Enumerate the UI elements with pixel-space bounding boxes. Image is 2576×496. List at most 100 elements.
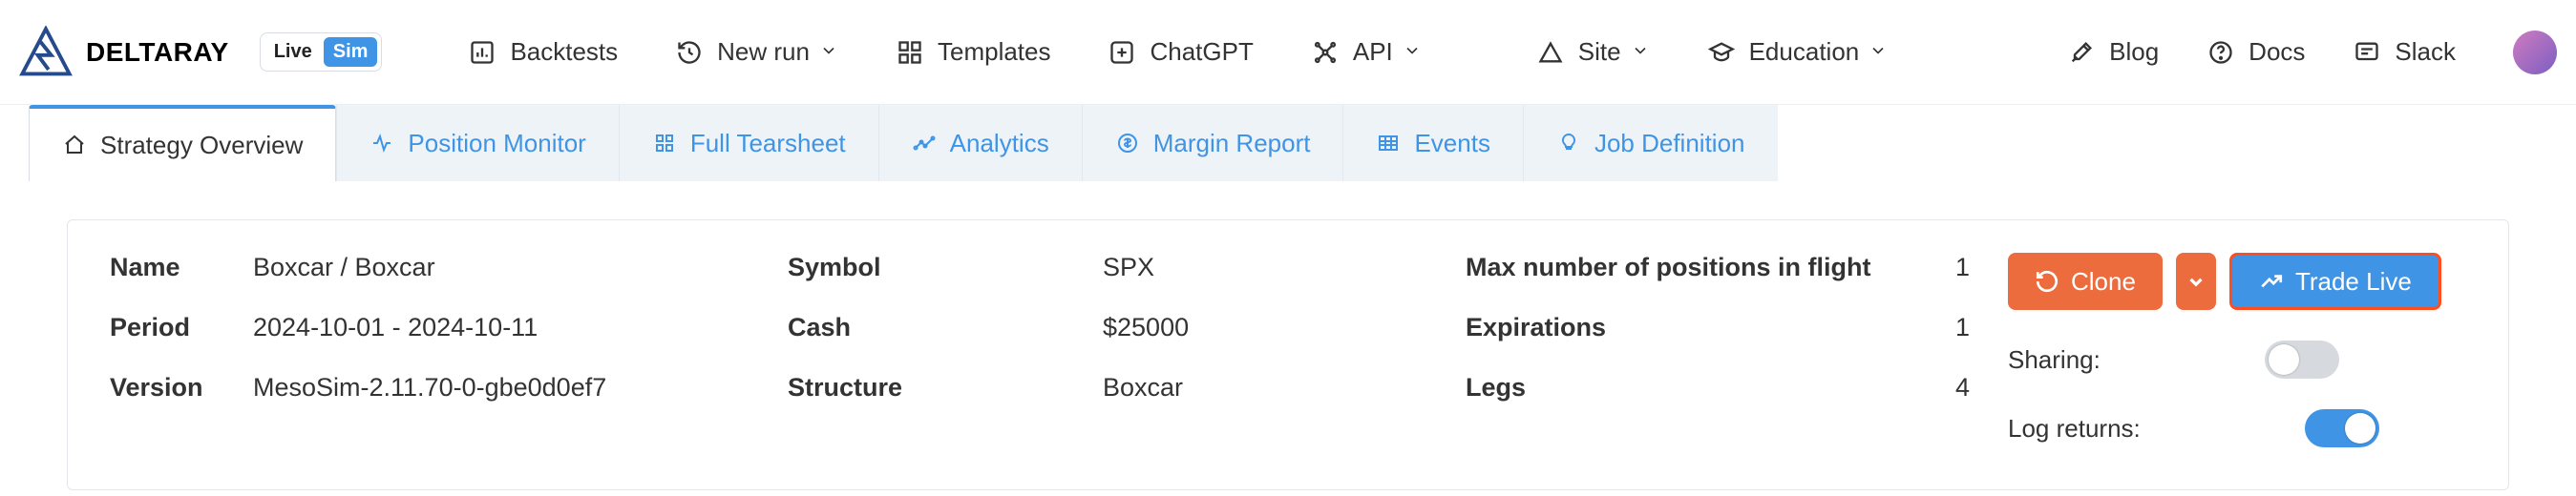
live-sim-toggle[interactable]: Live Sim bbox=[260, 32, 383, 72]
value: 4 bbox=[1912, 373, 1970, 403]
bulb-icon bbox=[1556, 131, 1581, 155]
field-name: Name Boxcar / Boxcar bbox=[110, 253, 750, 282]
clone-button[interactable]: Clone bbox=[2008, 253, 2163, 310]
tab-label: Job Definition bbox=[1594, 129, 1745, 158]
label: Structure bbox=[788, 373, 1103, 403]
label: Name bbox=[110, 253, 253, 282]
history-icon bbox=[675, 38, 704, 67]
label: Cash bbox=[788, 313, 1103, 342]
clone-dropdown-button[interactable] bbox=[2176, 253, 2216, 310]
nav-label: Site bbox=[1578, 37, 1621, 67]
overview-col-3: Max number of positions in flight 1 Expi… bbox=[1466, 253, 1970, 447]
button-label: Trade Live bbox=[2295, 267, 2412, 297]
chevron-down-icon bbox=[1403, 37, 1422, 67]
label: Legs bbox=[1466, 373, 1912, 403]
avatar[interactable] bbox=[2513, 31, 2557, 74]
tab-full-tearsheet[interactable]: Full Tearsheet bbox=[619, 105, 878, 181]
tools-icon bbox=[2067, 38, 2096, 67]
top-nav: DELTARAY Live Sim Backtests New run bbox=[0, 0, 2576, 105]
tab-margin-report[interactable]: Margin Report bbox=[1082, 105, 1343, 181]
nav-label: ChatGPT bbox=[1150, 37, 1253, 67]
tabstrip: Strategy Overview Position Monitor Full … bbox=[0, 105, 2576, 181]
log-returns-toggle[interactable] bbox=[2305, 409, 2379, 447]
bar-chart-icon bbox=[468, 38, 496, 67]
log-returns-row: Log returns: bbox=[2008, 409, 2379, 447]
field-version: Version MesoSim-2.11.70-0-gbe0d0ef7 bbox=[110, 373, 750, 403]
nav-right: Blog Docs Slack bbox=[2067, 31, 2557, 74]
nav-label: Slack bbox=[2395, 37, 2456, 67]
nav-api[interactable]: API bbox=[1311, 37, 1422, 67]
value: $25000 bbox=[1103, 313, 1189, 342]
nav-backtests[interactable]: Backtests bbox=[468, 37, 618, 67]
tab-position-monitor[interactable]: Position Monitor bbox=[336, 105, 618, 181]
grid-small-icon bbox=[652, 131, 677, 155]
value: 2024-10-01 - 2024-10-11 bbox=[253, 313, 538, 342]
tab-label: Position Monitor bbox=[408, 129, 585, 158]
field-expirations: Expirations 1 bbox=[1466, 313, 1970, 342]
field-max-positions: Max number of positions in flight 1 bbox=[1466, 253, 1970, 282]
nav-label: Templates bbox=[938, 37, 1051, 67]
strategy-overview-card: Name Boxcar / Boxcar Period 2024-10-01 -… bbox=[67, 219, 2509, 490]
tab-label: Full Tearsheet bbox=[690, 129, 846, 158]
tab-label: Analytics bbox=[950, 129, 1049, 158]
dollar-circle-icon bbox=[1115, 131, 1140, 155]
nav-blog[interactable]: Blog bbox=[2067, 37, 2159, 67]
label: Max number of positions in flight bbox=[1466, 253, 1912, 282]
value: MesoSim-2.11.70-0-gbe0d0ef7 bbox=[253, 373, 606, 403]
button-label: Clone bbox=[2071, 267, 2136, 297]
nav-site[interactable]: Site bbox=[1536, 37, 1650, 67]
nav-label: API bbox=[1353, 37, 1393, 67]
nav-secondary: Site Education bbox=[1536, 37, 1888, 67]
mode-live[interactable]: Live bbox=[264, 37, 322, 67]
tab-label: Strategy Overview bbox=[100, 131, 303, 160]
value: SPX bbox=[1103, 253, 1154, 282]
field-symbol: Symbol SPX bbox=[788, 253, 1427, 282]
tab-analytics[interactable]: Analytics bbox=[878, 105, 1082, 181]
grid-icon bbox=[896, 38, 924, 67]
help-icon bbox=[2206, 38, 2235, 67]
nav-primary: Backtests New run Templates ChatGPT bbox=[468, 37, 1421, 67]
mode-sim[interactable]: Sim bbox=[324, 37, 378, 67]
value: 1 bbox=[1912, 253, 1970, 282]
nav-label: Backtests bbox=[510, 37, 618, 67]
value: Boxcar bbox=[1103, 373, 1183, 403]
field-cash: Cash $25000 bbox=[788, 313, 1427, 342]
brand-logo-icon bbox=[19, 26, 73, 79]
chevron-down-icon bbox=[1631, 37, 1650, 67]
value: 1 bbox=[1912, 313, 1970, 342]
tab-label: Events bbox=[1414, 129, 1490, 158]
nav-newrun[interactable]: New run bbox=[675, 37, 838, 67]
nav-docs[interactable]: Docs bbox=[2206, 37, 2305, 67]
nav-chatgpt[interactable]: ChatGPT bbox=[1108, 37, 1253, 67]
brand-name: DELTARAY bbox=[86, 37, 229, 68]
value: Boxcar / Boxcar bbox=[253, 253, 435, 282]
label: Symbol bbox=[788, 253, 1103, 282]
nav-templates[interactable]: Templates bbox=[896, 37, 1051, 67]
sharing-row: Sharing: bbox=[2008, 341, 2339, 379]
field-structure: Structure Boxcar bbox=[788, 373, 1427, 403]
brand-block: DELTARAY Live Sim bbox=[19, 26, 382, 79]
overview-col-1: Name Boxcar / Boxcar Period 2024-10-01 -… bbox=[110, 253, 750, 447]
trade-live-button[interactable]: Trade Live bbox=[2229, 253, 2441, 310]
nav-label: Blog bbox=[2109, 37, 2159, 67]
api-icon bbox=[1311, 38, 1340, 67]
pulse-icon bbox=[370, 131, 394, 155]
tab-strategy-overview[interactable]: Strategy Overview bbox=[29, 105, 336, 181]
tab-events[interactable]: Events bbox=[1342, 105, 1523, 181]
action-buttons: Clone Trade Live bbox=[2008, 253, 2441, 310]
nav-slack[interactable]: Slack bbox=[2353, 37, 2456, 67]
nav-label: New run bbox=[717, 37, 810, 67]
field-period: Period 2024-10-01 - 2024-10-11 bbox=[110, 313, 750, 342]
tab-job-definition[interactable]: Job Definition bbox=[1523, 105, 1778, 181]
sharing-toggle[interactable] bbox=[2265, 341, 2339, 379]
sharing-label: Sharing: bbox=[2008, 345, 2101, 375]
label: Expirations bbox=[1466, 313, 1912, 342]
triangle-icon bbox=[1536, 38, 1565, 67]
education-icon bbox=[1707, 38, 1736, 67]
plus-square-icon bbox=[1108, 38, 1136, 67]
label: Version bbox=[110, 373, 253, 403]
analytics-icon bbox=[912, 131, 937, 155]
nav-education[interactable]: Education bbox=[1707, 37, 1889, 67]
message-icon bbox=[2353, 38, 2381, 67]
nav-label: Education bbox=[1749, 37, 1860, 67]
